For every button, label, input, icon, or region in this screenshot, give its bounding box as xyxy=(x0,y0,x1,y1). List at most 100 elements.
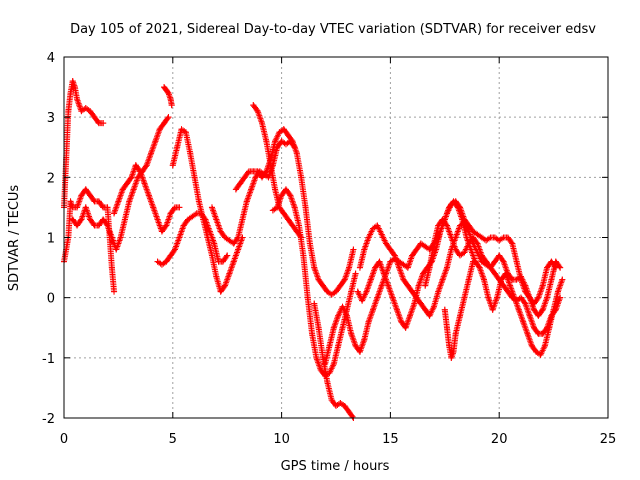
y-tick-label: -2 xyxy=(42,412,55,427)
data-point xyxy=(426,264,433,271)
data-point xyxy=(154,216,161,223)
data-point xyxy=(204,234,211,241)
data-point xyxy=(104,222,111,229)
data-point xyxy=(524,330,531,337)
data-point xyxy=(176,204,183,211)
data-point xyxy=(163,222,170,229)
data-point xyxy=(293,150,300,157)
data-point xyxy=(100,216,107,223)
data-point xyxy=(278,192,285,199)
data-point xyxy=(483,237,490,244)
data-point xyxy=(243,198,250,205)
data-point xyxy=(319,282,326,289)
data-point xyxy=(163,258,170,265)
data-point xyxy=(82,105,89,112)
data-point xyxy=(494,294,501,301)
data-point xyxy=(385,282,392,289)
data-point xyxy=(541,342,548,349)
data-point xyxy=(328,396,335,403)
data-point xyxy=(337,282,344,289)
data-point xyxy=(491,270,498,277)
data-point xyxy=(348,288,355,295)
data-point xyxy=(350,246,357,253)
data-point xyxy=(71,84,78,91)
data-point xyxy=(165,114,172,121)
data-point xyxy=(400,261,407,268)
data-point xyxy=(535,312,542,319)
data-point xyxy=(76,102,83,109)
chart-title: Day 105 of 2021, Sidereal Day-to-day VTE… xyxy=(70,22,596,37)
y-tick-label: -1 xyxy=(42,352,55,367)
data-point xyxy=(383,240,390,247)
data-point xyxy=(259,174,266,181)
data-point xyxy=(346,408,353,415)
series-track-b xyxy=(61,186,118,295)
data-point xyxy=(489,306,496,313)
data-point xyxy=(478,234,485,241)
y-tick-label: 2 xyxy=(47,171,55,186)
data-point xyxy=(457,222,464,229)
data-point xyxy=(143,162,150,169)
data-point xyxy=(163,87,170,94)
data-point xyxy=(78,108,85,115)
marker-trace xyxy=(69,114,172,253)
data-point xyxy=(450,198,457,205)
data-point xyxy=(500,282,507,289)
data-point xyxy=(78,216,85,223)
data-point xyxy=(535,294,542,301)
data-point xyxy=(263,168,270,175)
data-point xyxy=(237,180,244,187)
data-point xyxy=(180,222,187,229)
data-point xyxy=(289,138,296,145)
data-point xyxy=(400,276,407,283)
data-point xyxy=(87,192,94,199)
data-point xyxy=(415,282,422,289)
data-point xyxy=(430,303,437,310)
data-point xyxy=(302,204,309,211)
data-point xyxy=(552,258,559,265)
data-point xyxy=(274,144,281,151)
data-point xyxy=(467,246,474,253)
data-point xyxy=(285,216,292,223)
data-point xyxy=(230,240,237,247)
data-point xyxy=(313,354,320,361)
data-point xyxy=(74,204,81,211)
data-point xyxy=(448,354,455,361)
data-point xyxy=(95,198,102,205)
data-point xyxy=(544,294,551,301)
data-point xyxy=(520,318,527,325)
data-point xyxy=(282,186,289,193)
data-point xyxy=(208,204,215,211)
data-point xyxy=(174,144,181,151)
data-point xyxy=(250,102,257,109)
data-point xyxy=(439,216,446,223)
data-point xyxy=(461,294,468,301)
data-point xyxy=(380,270,387,277)
data-point xyxy=(167,96,174,103)
data-point xyxy=(232,186,239,193)
data-point xyxy=(111,210,118,217)
data-point xyxy=(550,306,557,313)
data-point xyxy=(474,240,481,247)
data-point xyxy=(515,306,522,313)
data-point xyxy=(500,258,507,265)
data-point xyxy=(517,273,524,280)
data-point xyxy=(457,312,464,319)
data-point xyxy=(459,216,466,223)
data-point xyxy=(269,207,276,214)
data-point xyxy=(372,264,379,271)
y-tick-label: 0 xyxy=(47,292,55,307)
data-point xyxy=(422,243,429,250)
data-point xyxy=(485,294,492,301)
data-point xyxy=(409,288,416,295)
data-point xyxy=(206,228,213,235)
data-point xyxy=(315,324,322,331)
data-point xyxy=(217,228,224,235)
data-point xyxy=(363,288,370,295)
data-point xyxy=(165,90,172,97)
data-point xyxy=(359,297,366,304)
data-point xyxy=(526,312,533,319)
x-tick-label: 20 xyxy=(491,432,508,447)
data-point xyxy=(470,258,477,265)
data-point xyxy=(374,222,381,229)
